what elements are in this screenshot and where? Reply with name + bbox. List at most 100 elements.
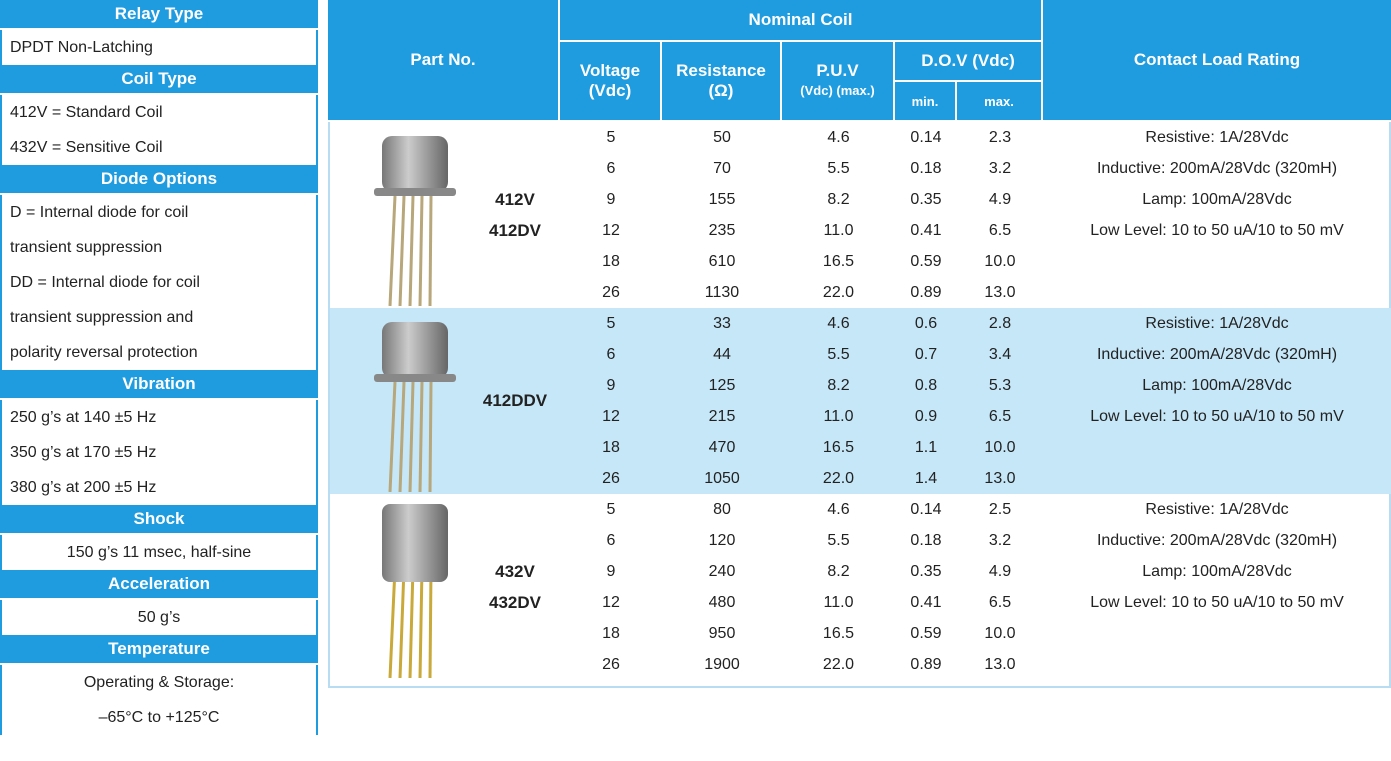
cell: 1130 — [704, 283, 740, 301]
cell: 22.0 — [822, 655, 855, 673]
cell: 10.0 — [984, 438, 1016, 456]
contact-rating: Low Level: 10 to 50 uA/10 to 50 mV — [1090, 593, 1344, 611]
cell: 0.18 — [910, 531, 942, 549]
cell: 0.9 — [914, 407, 938, 425]
relay-image — [374, 136, 456, 306]
cell: 0.35 — [910, 190, 942, 208]
section-line: 380 g’s at 200 ±5 Hz — [0, 470, 318, 505]
cell: 11.0 — [823, 593, 854, 611]
section-header: Relay Type — [0, 0, 318, 30]
cell: 13.0 — [984, 283, 1016, 301]
section-header: Acceleration — [0, 570, 318, 600]
header-text: Voltage — [579, 61, 641, 80]
cell: 9 — [606, 562, 616, 580]
cell: 8.2 — [827, 190, 850, 208]
cell: 8.2 — [827, 376, 850, 394]
cell: 26 — [602, 283, 620, 301]
cell: 2.5 — [988, 500, 1012, 518]
contact-rating: Inductive: 200mA/28Vdc (320mH) — [1096, 159, 1338, 177]
contact-rating: Lamp: 100mA/28Vdc — [1142, 190, 1292, 208]
cell: 18 — [602, 438, 620, 456]
cell: 26 — [602, 655, 620, 673]
cell: 0.59 — [910, 624, 942, 642]
section-header: Vibration — [0, 370, 318, 400]
part-number: 432V — [495, 561, 535, 581]
part-number: 412V — [495, 189, 535, 209]
cell: 5.3 — [988, 376, 1012, 394]
cell: 5.5 — [827, 159, 850, 177]
cell: 0.6 — [914, 314, 938, 332]
cell: 6.5 — [988, 221, 1012, 239]
cell: 5.5 — [827, 345, 850, 363]
cell: 5 — [606, 500, 616, 518]
cell: 3.2 — [988, 159, 1012, 177]
cell: 18 — [602, 624, 620, 642]
contact-rating: Resistive: 1A/28Vdc — [1145, 314, 1289, 332]
section-line: 432V = Sensitive Coil — [0, 130, 318, 165]
cell: 12 — [602, 221, 620, 239]
section-line: transient suppression — [0, 230, 318, 265]
cell: 0.89 — [910, 655, 942, 673]
cell: 5.5 — [827, 531, 850, 549]
cell: 16.5 — [822, 252, 855, 270]
cell: 16.5 — [822, 624, 855, 642]
cell: 3.4 — [988, 345, 1012, 363]
cell: 610 — [708, 252, 736, 270]
contact-rating: Low Level: 10 to 50 uA/10 to 50 mV — [1090, 221, 1344, 239]
cell: 2.8 — [988, 314, 1012, 332]
section-line: 350 g’s at 170 ±5 Hz — [0, 435, 318, 470]
section-header: Shock — [0, 505, 318, 535]
cell: 4.6 — [827, 314, 850, 332]
cell: 9 — [606, 376, 616, 394]
section-line: DD = Internal diode for coil — [0, 265, 318, 300]
cell: 13.0 — [984, 469, 1016, 487]
contact-rating: Resistive: 1A/28Vdc — [1145, 500, 1289, 518]
cell: 4.6 — [827, 128, 850, 146]
cell: 22.0 — [822, 283, 855, 301]
header-text: (Vdc) — [588, 81, 632, 100]
section-line: 412V = Standard Coil — [0, 95, 318, 130]
section-line: Operating & Storage: — [0, 665, 318, 700]
cell: 125 — [708, 376, 736, 394]
cell: 26 — [602, 469, 620, 487]
cell: 0.14 — [910, 500, 942, 518]
header-cell: Voltage (Vdc) — [560, 42, 662, 122]
cell: 6.5 — [988, 593, 1012, 611]
header-cell: Resistance (Ω) — [662, 42, 782, 122]
part-number: 412DDV — [482, 391, 548, 410]
cell: 80 — [713, 500, 731, 518]
cell: 4.9 — [988, 190, 1012, 208]
cell: 0.14 — [910, 128, 942, 146]
cell: 0.35 — [910, 562, 942, 580]
cell: 4.9 — [988, 562, 1012, 580]
section-line: 250 g’s at 140 ±5 Hz — [0, 400, 318, 435]
cell: 2.3 — [988, 128, 1012, 146]
section-line: DPDT Non-Latching — [0, 30, 318, 65]
section-header: Temperature — [0, 635, 318, 665]
cell: 0.18 — [910, 159, 942, 177]
cell: 22.0 — [822, 469, 855, 487]
cell: 10.0 — [984, 624, 1016, 642]
cell: 4.6 — [827, 500, 850, 518]
cell: 1900 — [704, 655, 740, 673]
section-header: Diode Options — [0, 165, 318, 195]
contact-rating: Inductive: 200mA/28Vdc (320mH) — [1096, 531, 1338, 549]
cell: 1.4 — [914, 469, 938, 487]
cell: 5 — [606, 128, 616, 146]
part-number: 432DV — [489, 592, 541, 612]
header-cell: Nominal Coil — [560, 0, 1043, 42]
cell: 6 — [606, 159, 616, 177]
cell: 480 — [708, 593, 736, 611]
cell: 3.2 — [988, 531, 1012, 549]
header-cell: max. — [957, 82, 1043, 122]
relay-image — [382, 504, 448, 678]
header-cell: min. — [895, 82, 957, 122]
cell: 1.1 — [914, 438, 938, 456]
cell: 12 — [602, 407, 620, 425]
cell: 9 — [606, 190, 616, 208]
group-band — [330, 308, 1391, 494]
contact-rating: Lamp: 100mA/28Vdc — [1142, 562, 1292, 580]
cell: 1050 — [704, 469, 740, 487]
cell: 44 — [713, 345, 731, 363]
contact-rating: Resistive: 1A/28Vdc — [1145, 128, 1289, 146]
